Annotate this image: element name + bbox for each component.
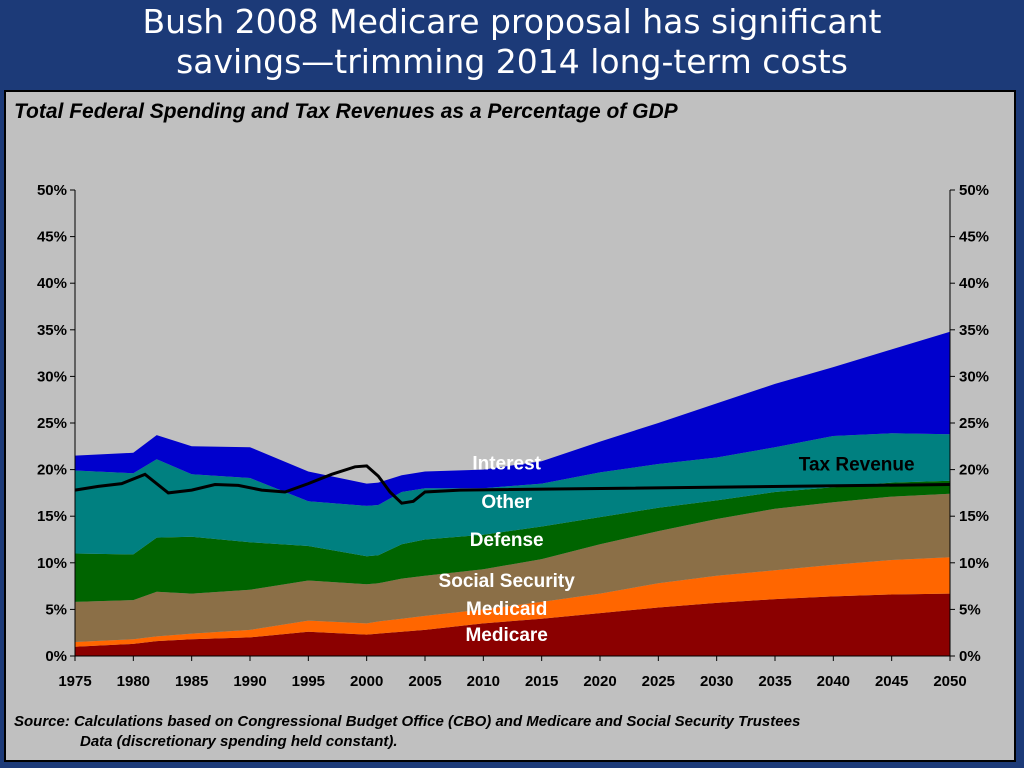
series-label-defense: Defense [470, 530, 544, 551]
y-tick-label-left: 45% [37, 229, 67, 246]
y-tick-label-right: 30% [959, 368, 989, 385]
slide-title-line1: Bush 2008 Medicare proposal has signific… [142, 2, 882, 41]
slide-title: Bush 2008 Medicare proposal has signific… [0, 0, 1024, 90]
area-interest [75, 331, 950, 506]
series-label-medicaid: Medicaid [466, 599, 547, 620]
series-label-medicare: Medicare [465, 625, 547, 646]
area-medicaid [75, 557, 950, 647]
y-tick-label-left: 25% [37, 415, 67, 432]
y-tick-label-right: 35% [959, 322, 989, 339]
area-social-security [75, 493, 950, 642]
x-tick-label: 2010 [467, 673, 500, 690]
x-tick-label: 2005 [408, 673, 441, 690]
tax-revenue-line [74, 464, 951, 505]
y-tick-label-right: 40% [959, 275, 989, 292]
x-tick-label: 2020 [583, 673, 616, 690]
y-tick-label-right: 10% [959, 555, 989, 572]
y-tick-label-right: 5% [959, 601, 981, 618]
x-tick-label: 2025 [642, 673, 675, 690]
series-label-tax-revenue: Tax Revenue [799, 455, 915, 476]
x-tick-label: 1990 [233, 673, 266, 690]
source-note: Source: Calculations based on Congressio… [14, 712, 1004, 752]
x-tick-label: 2030 [700, 673, 733, 690]
area-chart: 0% 0% 5% 5% 10% 10% 15% 15% 20% 20% 25% 25% 30% 30% 35… [37, 182, 989, 690]
source-line2: Data (discretionary spending held consta… [80, 733, 398, 750]
y-tick-label-left: 30% [37, 368, 67, 385]
y-tick-label-left: 40% [37, 275, 67, 292]
y-tick-label-right: 0% [959, 648, 981, 665]
x-tick-label: 1985 [175, 673, 208, 690]
y-tick-label-left: 15% [37, 508, 67, 525]
y-tick-label-right: 25% [959, 415, 989, 432]
y-tick-label-left: 10% [37, 555, 67, 572]
x-tick-label: 1980 [117, 673, 150, 690]
y-tick-label-right: 20% [959, 462, 989, 479]
y-tick-label-right: 50% [959, 182, 989, 199]
y-tick-label-left: 5% [45, 601, 67, 618]
x-tick-label: 2040 [817, 673, 850, 690]
x-tick-label: 2035 [758, 673, 791, 690]
series-label-other: Other [481, 492, 532, 513]
y-tick-label-left: 35% [37, 322, 67, 339]
y-tick-label-right: 15% [959, 508, 989, 525]
x-tick-label: 2015 [525, 673, 558, 690]
y-tick-label-left: 0% [45, 648, 67, 665]
x-tick-label: 2050 [933, 673, 966, 690]
y-tick-label-right: 45% [959, 229, 989, 246]
chart-title: Total Federal Spending and Tax Revenues … [14, 100, 678, 123]
source-line1: Source: Calculations based on Congressio… [14, 713, 801, 730]
x-tick-label: 2045 [875, 673, 908, 690]
chart-panel: Total Federal Spending and Tax Revenues … [4, 90, 1016, 762]
area-other [75, 433, 950, 557]
x-tick-label: 1995 [292, 673, 325, 690]
series-label-social-security: Social Security [439, 571, 576, 592]
y-tick-label-left: 50% [37, 182, 67, 199]
area-defense [75, 480, 950, 602]
slide-title-line2: savings—trimming 2014 long-term costs [176, 42, 848, 81]
series-label-interest: Interest [472, 454, 541, 475]
y-tick-label-left: 20% [37, 462, 67, 479]
x-tick-label: 2000 [350, 673, 383, 690]
area-medicare [75, 593, 950, 656]
x-tick-label: 1975 [58, 673, 91, 690]
